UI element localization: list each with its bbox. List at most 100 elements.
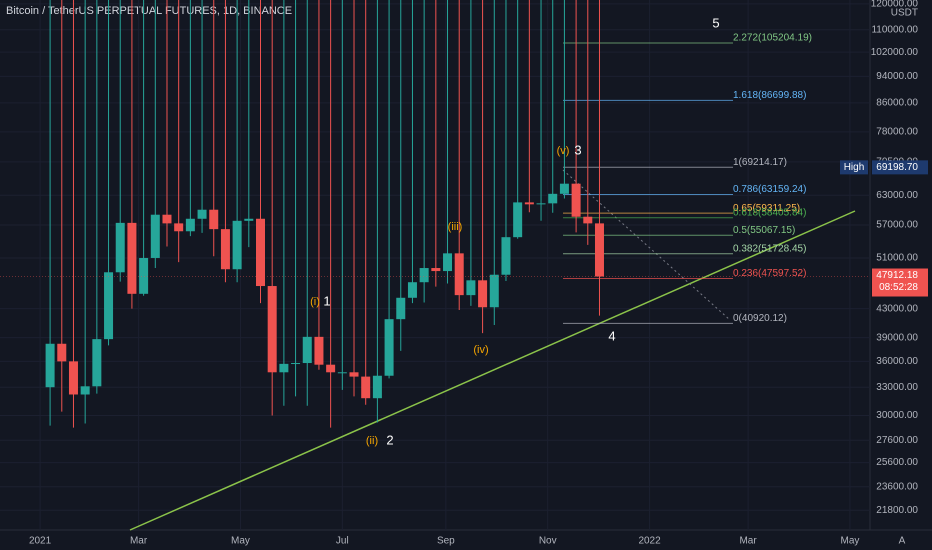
candle-body <box>396 297 406 320</box>
x-tick-label: May <box>231 536 250 547</box>
candle-body <box>115 222 125 273</box>
candle-body <box>466 280 476 296</box>
last-price: 47912.18 <box>876 270 918 281</box>
wave-label: 5 <box>712 15 719 30</box>
wave-label: (iii) <box>448 221 463 233</box>
wave-label: 3 <box>574 142 581 157</box>
last-price-tag <box>872 268 928 297</box>
candle-body <box>419 268 429 283</box>
x-tick-label: May <box>841 536 860 547</box>
fib-label: 1.618(86699.88) <box>733 90 806 101</box>
fib-label: 1(69214.17) <box>733 157 787 168</box>
wave-label: 1 <box>323 293 330 308</box>
candle-body <box>244 218 254 221</box>
high-tag <box>840 160 868 175</box>
y-tick-label: 102000.00 <box>871 47 919 58</box>
candle-body <box>349 372 359 377</box>
x-tick-label: 2022 <box>638 536 661 547</box>
x-tick-label: Sep <box>437 536 455 547</box>
fib-label: 0.236(47597.52) <box>733 268 806 279</box>
candle-body <box>337 372 347 374</box>
candle-body <box>384 319 394 376</box>
y-tick-label: 33000.00 <box>876 382 918 393</box>
fib-label: 0.5(55067.15) <box>733 225 795 236</box>
y-tick-label: 63000.00 <box>876 190 918 201</box>
scale-mode[interactable]: A <box>899 536 906 547</box>
candle-body <box>68 361 78 395</box>
y-tick-label: 25600.00 <box>876 457 918 468</box>
candle-body <box>92 339 102 387</box>
y-tick-label: 39000.00 <box>876 332 918 343</box>
y-tick-label: 86000.00 <box>876 97 918 108</box>
candle-body <box>454 253 464 296</box>
candle-body <box>267 286 277 373</box>
y-tick-label: 36000.00 <box>876 356 918 367</box>
candle-body <box>127 222 137 294</box>
candle-body <box>45 343 55 388</box>
y-tick-label: 30000.00 <box>876 410 918 421</box>
y-tick-label: 110000.00 <box>871 24 918 35</box>
y-tick-label: 23600.00 <box>876 481 918 492</box>
candle-body <box>197 209 207 219</box>
x-tick-label: Jul <box>336 536 349 547</box>
wave-label: (iv) <box>473 344 488 356</box>
y-tick-label: 21800.00 <box>876 505 918 516</box>
x-tick-label: 2021 <box>29 536 52 547</box>
candle-body <box>139 257 149 294</box>
candle-body <box>594 223 604 277</box>
y-tick-label: 57000.00 <box>876 220 918 231</box>
candle-body <box>279 363 289 373</box>
x-tick-label: Mar <box>739 536 757 547</box>
candle-body <box>174 223 184 232</box>
candle-body <box>536 203 546 205</box>
candle-body <box>372 375 382 399</box>
candle-body <box>57 343 67 362</box>
trend-line <box>129 210 856 531</box>
fib-label: 0.786(63159.24) <box>733 184 806 195</box>
fib-label: 0(40920.12) <box>733 313 787 324</box>
candle-body <box>524 202 534 205</box>
candle-body <box>162 214 172 224</box>
candle-body <box>255 218 265 287</box>
y-tick-label: 94000.00 <box>876 71 918 82</box>
chart-title: Bitcoin / TetherUS PERPETUAL FUTURES, 1D… <box>6 5 292 17</box>
candle-body <box>443 253 453 272</box>
candle-body <box>513 202 523 238</box>
y-tick-label: 51000.00 <box>876 253 918 264</box>
wave-label: (ii) <box>366 435 378 447</box>
candle-body <box>583 216 593 224</box>
candle-body <box>431 268 441 272</box>
high-name: High <box>844 162 865 173</box>
fib-label: 2.272(105204.19) <box>733 33 812 44</box>
candle-body <box>489 274 499 308</box>
x-tick-label: Nov <box>539 536 557 547</box>
high-price: 69198.70 <box>876 162 918 173</box>
candle-body <box>559 183 569 194</box>
candle-body <box>185 218 195 232</box>
candle-body <box>501 237 511 275</box>
fib-label: 0.65(59311.25) <box>733 203 800 214</box>
y-tick-label: 78000.00 <box>876 126 918 137</box>
currency-label: USDT <box>891 8 918 19</box>
wave-label: 2 <box>386 432 393 447</box>
y-tick-label: 43000.00 <box>876 303 918 314</box>
candle-body <box>326 364 336 373</box>
candle-body <box>232 220 242 270</box>
candle-body <box>571 183 581 217</box>
candle-body <box>104 272 114 340</box>
candle-body <box>407 282 417 298</box>
candle-body <box>478 280 488 308</box>
x-tick-label: Mar <box>130 536 148 547</box>
y-tick-label: 27600.00 <box>876 435 918 446</box>
candle-body <box>548 193 558 204</box>
wave-label: (v) <box>557 145 570 157</box>
candle-body <box>291 363 301 365</box>
candle-body <box>361 376 371 399</box>
wave-label: (i) <box>310 296 320 308</box>
high-price-tag <box>872 160 928 175</box>
fib-label: 0.382(51728.45) <box>733 243 806 254</box>
fib-label: 0.618(58405.84) <box>733 207 806 218</box>
y-tick-label: 120000.00 <box>871 0 919 10</box>
candle-body <box>220 229 230 270</box>
